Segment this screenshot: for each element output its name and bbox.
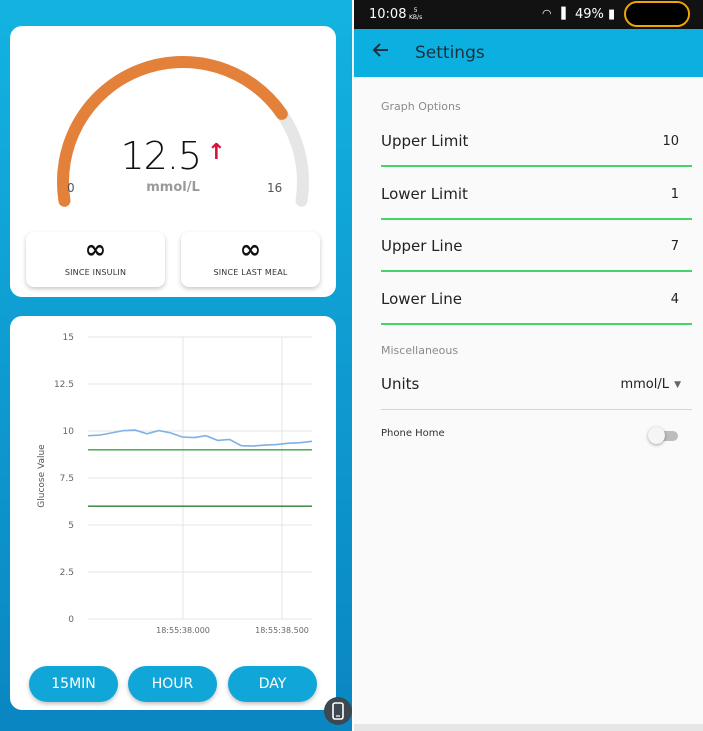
range-15min-button[interactable]: 15MIN xyxy=(29,666,118,702)
input-underline xyxy=(381,270,692,272)
y-axis-label: Glucose Value xyxy=(37,444,47,508)
toggle-track xyxy=(652,431,678,441)
y-tick-label: 12.5 xyxy=(54,380,74,390)
battery-percent: 49% xyxy=(575,7,604,22)
miscellaneous-header: Miscellaneous xyxy=(381,344,459,357)
range-day-button[interactable]: DAY xyxy=(228,666,317,702)
chevron-down-icon[interactable]: ▼ xyxy=(674,380,681,390)
input-underline xyxy=(381,323,692,325)
battery-icon: ▮ xyxy=(608,7,616,22)
phone-fab-button[interactable] xyxy=(324,697,352,725)
navigation-bar xyxy=(354,724,703,731)
setting-label: Lower Line xyxy=(381,290,462,308)
phone-icon xyxy=(332,702,344,720)
y-tick-label: 10 xyxy=(63,427,75,437)
input-underline xyxy=(381,218,692,220)
y-tick-label: 7.5 xyxy=(60,474,74,484)
graph-options-header: Graph Options xyxy=(381,100,461,113)
since-insulin-label: SINCE INSULIN xyxy=(64,268,127,277)
lower-line-value[interactable]: 4 xyxy=(670,292,679,307)
phone-home-toggle[interactable] xyxy=(648,427,680,444)
glucose-unit: mmol/L xyxy=(146,180,200,195)
arrow-left-icon[interactable] xyxy=(370,39,392,61)
input-underline xyxy=(381,165,692,167)
toggle-thumb xyxy=(648,427,665,444)
status-bar: 10:08 5 KB/s ◠ ▐ 49% ▮ xyxy=(354,0,703,29)
recording-pill xyxy=(624,1,690,27)
x-tick-label: 18:55:38.500 xyxy=(255,626,309,635)
network-speed: 5 KB/s xyxy=(409,7,422,21)
range-hour-button[interactable]: HOUR xyxy=(128,666,217,702)
settings-list: Graph Options Upper Limit 10 Lower Limit… xyxy=(354,77,703,731)
y-tick-label: 5 xyxy=(68,521,74,531)
network-speed-value: 5 xyxy=(413,7,418,14)
setting-label: Upper Line xyxy=(381,237,463,255)
setting-label: Upper Limit xyxy=(381,132,469,150)
setting-label: Phone Home xyxy=(381,428,445,439)
infinity-value: ∞ xyxy=(239,235,262,265)
since-last-meal-label: SINCE LAST MEAL xyxy=(213,268,288,277)
setting-label: Lower Limit xyxy=(381,185,468,203)
status-time: 10:08 xyxy=(369,7,407,22)
gauge-card: 12.5 ↑ mmol/L 0 16 ∞ SINCE INSULIN ∞ SINC… xyxy=(10,26,336,297)
upper-limit-value[interactable]: 10 xyxy=(662,134,679,149)
glucose-dashboard: 12.5 ↑ mmol/L 0 16 ∞ SINCE INSULIN ∞ SINC… xyxy=(0,0,352,731)
glucose-gauge xyxy=(57,56,309,207)
y-tick-label: 2.5 xyxy=(60,568,74,578)
battery-level: 49% ▮ xyxy=(575,7,615,22)
lower-limit-value[interactable]: 1 xyxy=(670,187,679,202)
glucose-line-chart: 15 12.5 10 7.5 5 2.5 0 18:55:38.000 18:55:38.500… xyxy=(37,333,313,635)
since-last-meal-tile[interactable]: ∞ SINCE LAST MEAL xyxy=(181,232,320,287)
arrow-up-icon: ↑ xyxy=(207,140,226,165)
x-tick-label: 18:55:38.000 xyxy=(156,626,210,635)
glucose-series-line xyxy=(87,429,313,447)
select-underline xyxy=(381,409,692,410)
app-bar: Settings xyxy=(354,29,703,77)
y-tick-label: 15 xyxy=(63,333,74,343)
since-insulin-tile[interactable]: ∞ SINCE INSULIN xyxy=(26,232,165,287)
y-tick-label: 0 xyxy=(68,615,74,625)
glucose-chart-card: 15 12.5 10 7.5 5 2.5 0 18:55:38.000 18:55:38.500… xyxy=(10,316,336,710)
redacted-block xyxy=(648,3,688,25)
gauge-min-label: 0 xyxy=(67,181,75,195)
units-select[interactable]: mmol/L xyxy=(620,377,669,392)
glucose-value: 12.5 xyxy=(120,134,202,178)
wifi-signal-icon: ◠ ▐ xyxy=(542,7,567,20)
infinity-value: ∞ xyxy=(84,235,107,265)
network-speed-unit: KB/s xyxy=(409,14,423,21)
gauge-value-arc xyxy=(57,56,288,207)
page-title: Settings xyxy=(415,43,485,63)
gauge-max-label: 16 xyxy=(267,181,283,195)
upper-line-value[interactable]: 7 xyxy=(670,239,679,254)
glucose-reading: 12.5 ↑ xyxy=(10,134,336,178)
panel-divider xyxy=(352,0,354,731)
setting-label: Units xyxy=(381,375,420,393)
